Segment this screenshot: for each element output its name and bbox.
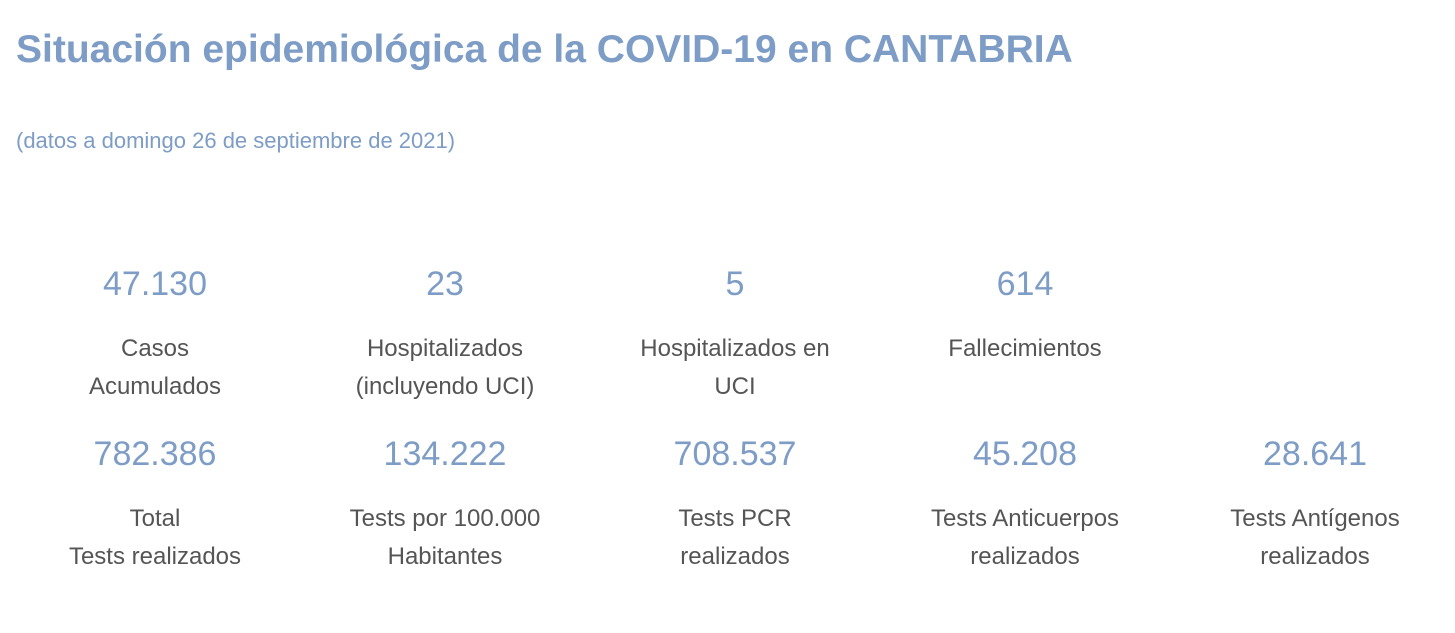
stat-label: Casos Acumulados [88, 335, 222, 400]
stat-label: Tests PCR realizados [678, 505, 792, 570]
stat-label: Tests Anticuerpos realizados [930, 505, 1120, 570]
stat-fallecimientos: 614 Fallecimientos [885, 264, 1165, 368]
stat-label: Total Tests realizados [68, 505, 242, 570]
stat-value: 28.641 [1263, 435, 1367, 473]
stat-label: Tests Antígenos realizados [1230, 505, 1400, 570]
stat-value: 5 [725, 265, 745, 303]
stat-label: Fallecimientos [948, 335, 1102, 362]
date-note: (datos a domingo 26 de septiembre de 202… [16, 128, 456, 153]
stat-tests-pcr: 708.537 Tests PCR realizados [595, 434, 875, 576]
stat-tests-por-100000: 134.222 Tests por 100.000 Habitantes [305, 434, 585, 576]
stat-hospitalizados-uci: 5 Hospitalizados en UCI [595, 264, 875, 406]
stat-value: 708.537 [673, 435, 797, 473]
stat-value: 45.208 [973, 435, 1077, 473]
stat-tests-anticuerpos: 45.208 Tests Anticuerpos realizados [885, 434, 1165, 576]
stat-label: Tests por 100.000 Habitantes [349, 505, 541, 570]
stat-tests-antigenos: 28.641 Tests Antígenos realizados [1175, 434, 1455, 576]
page-title: Situación epidemiológica de la COVID-19 … [16, 28, 1073, 71]
stat-value: 23 [426, 265, 464, 303]
stat-value: 47.130 [103, 265, 207, 303]
stat-value: 614 [996, 265, 1054, 303]
stat-hospitalizados: 23 Hospitalizados (incluyendo UCI) [305, 264, 585, 406]
stat-value: 134.222 [383, 435, 507, 473]
stat-label: Hospitalizados en UCI [640, 335, 830, 400]
stat-value: 782.386 [93, 435, 217, 473]
stat-total-tests: 782.386 Total Tests realizados [15, 434, 295, 576]
stat-casos-acumulados: 47.130 Casos Acumulados [15, 264, 295, 406]
stat-label: Hospitalizados (incluyendo UCI) [355, 335, 535, 400]
